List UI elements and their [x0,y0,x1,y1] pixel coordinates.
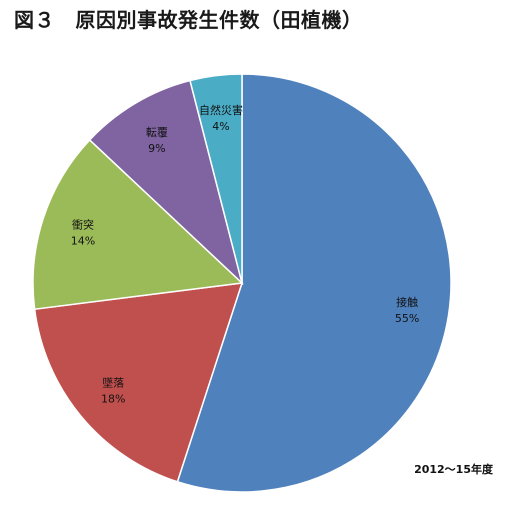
slice-value-contact: 55% [395,312,419,325]
pie-slice-natural-disaster [189,73,243,284]
slice-label-natural-disaster: 自然災害 [199,103,243,117]
slice-label-overturn: 転覆 [146,126,168,139]
chart-title: 図３ 原因別事故発生件数（田植機） [14,8,363,32]
slice-value-natural-disaster: 4% [212,120,229,133]
slice-value-overturn: 9% [148,142,165,155]
period-footnote: 2012〜15年度 [414,463,493,476]
slice-value-collision: 14% [71,234,95,247]
pie-slice-collision [32,138,244,311]
pie-slices [32,73,452,493]
slice-label-collision: 衝突 [72,217,94,231]
slice-value-fall: 18% [101,393,125,406]
slice-label-contact: 接触 [396,295,418,309]
pie-slice-overturn [88,79,244,286]
pie-labels: 接触 55% 墜落 18% 衝突 14% 転覆 9% 自然災害 4% [71,103,420,406]
pie-slice-fall [33,282,244,483]
slice-label-fall: 墜落 [102,376,124,390]
pie-slice-contact [176,73,452,493]
